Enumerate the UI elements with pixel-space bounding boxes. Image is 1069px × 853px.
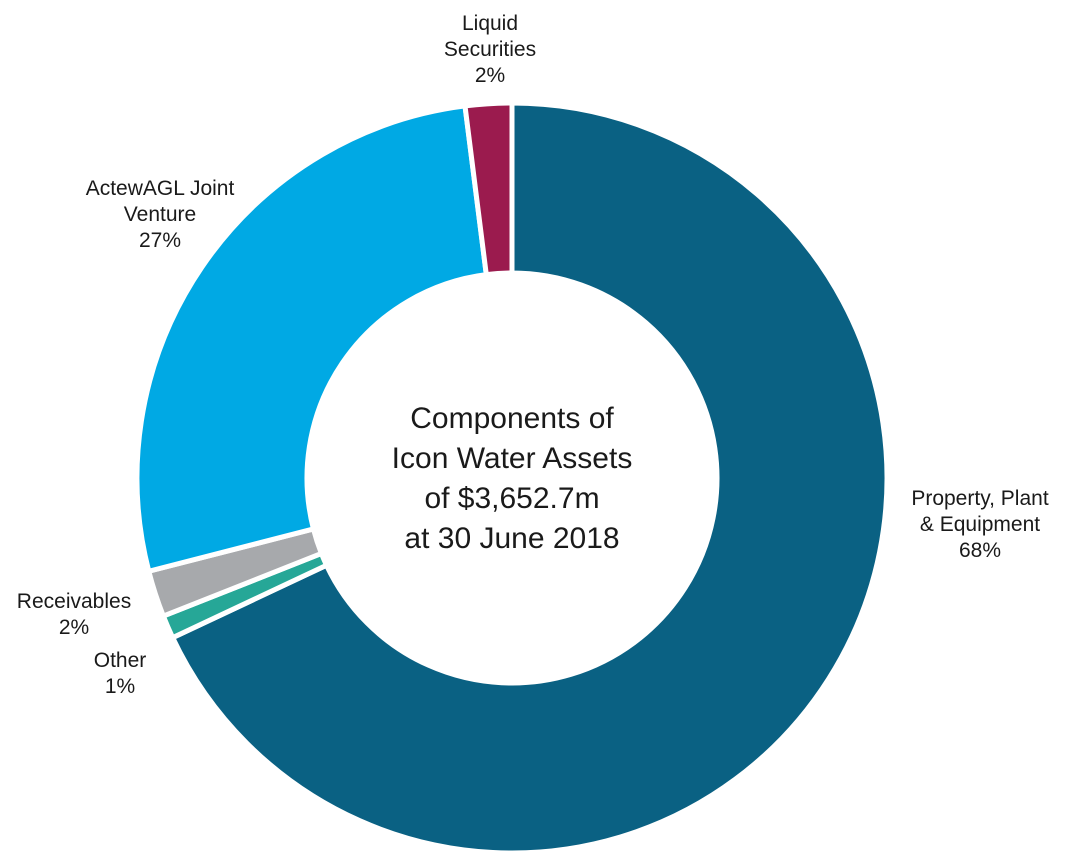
slice-value-label: 1% (105, 675, 135, 698)
slice-name-line: Property, Plant (911, 487, 1049, 510)
slice-name-line: Liquid (462, 12, 518, 35)
center-title-line: at 30 June 2018 (404, 522, 619, 555)
slice-value-label: 68% (959, 539, 1001, 562)
slice-ppe (169, 100, 890, 853)
slice-name-line: Receivables (17, 590, 131, 613)
slice-name-line: Venture (124, 203, 196, 226)
donut-slices (134, 100, 890, 853)
slice-label-ppe: Property, Plant & Equipment 68% (911, 487, 1049, 562)
slice-label-receivables: Receivables 2% (17, 590, 131, 639)
slice-actewagl (134, 103, 490, 575)
chart-center-title: Components of Icon Water Assets of $3,652.… (392, 402, 633, 555)
slice-label-other: Other 1% (94, 649, 147, 698)
slice-value-label: 27% (139, 229, 181, 252)
center-title-line: of $3,652.7m (424, 482, 599, 515)
slice-name-line: & Equipment (920, 513, 1040, 536)
slice-name-line: Securities (444, 38, 536, 61)
slice-label-liquid: Liquid Securities 2% (444, 12, 536, 87)
slice-label-actewagl: ActewAGL Joint Venture 27% (86, 177, 235, 252)
slice-name-line: ActewAGL Joint (86, 177, 235, 200)
slice-value-label: 2% (59, 616, 89, 639)
center-title-line: Icon Water Assets (392, 442, 633, 475)
slice-value-label: 2% (475, 64, 505, 87)
slice-name-line: Other (94, 649, 147, 672)
center-title-line: Components of (410, 402, 614, 435)
slice-liquid (462, 100, 515, 278)
slice-labels: Property, Plant & Equipment 68% Other 1% Rece… (17, 12, 1049, 698)
